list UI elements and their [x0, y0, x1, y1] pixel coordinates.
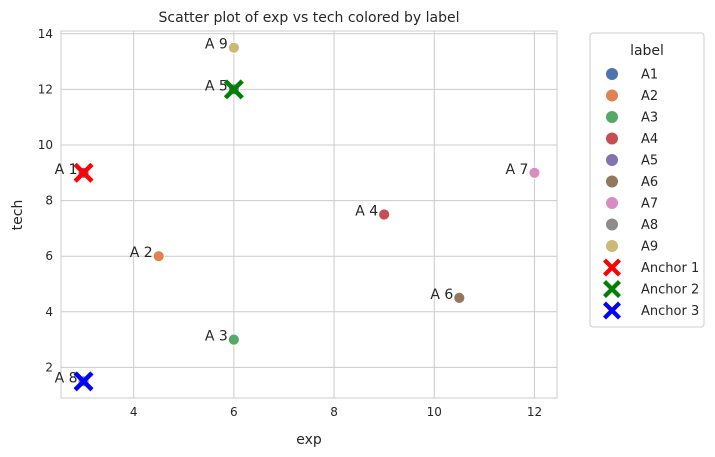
chart-title: Scatter plot of exp vs tech colored by l…	[159, 10, 460, 26]
legend-swatch	[606, 68, 618, 80]
legend-swatch	[606, 154, 618, 166]
legend-label: Anchor 3	[641, 304, 699, 319]
plot-background	[61, 31, 557, 398]
data-point	[227, 333, 240, 346]
legend-label: A2	[641, 89, 658, 104]
plot-area: 4 6 8 10 12 2 4 6 8 10 12 14 A 1 A 2 A 3 A 4 A 5 A 6 A 7 A …	[38, 27, 558, 419]
legend-label: A6	[641, 175, 658, 190]
legend-swatch	[606, 132, 618, 145]
legend-anchor-swatch	[603, 258, 621, 277]
point-label: A 4	[355, 204, 378, 220]
legend-label: A1	[641, 68, 658, 83]
plot-border	[60, 30, 558, 399]
point-label: A 5	[205, 78, 228, 94]
legend-swatch	[606, 218, 618, 231]
point-label: A 2	[130, 245, 153, 261]
y-tick-label: 8	[45, 194, 53, 208]
legend-label: A9	[641, 240, 658, 255]
legend-items: A1 A2 A3 A4 A5 A6 A7 A8 A9 Anchor 1 Anchor 2 Anchor…	[603, 68, 699, 320]
y-axis-title: tech	[10, 200, 26, 231]
point-label: A 8	[55, 370, 78, 386]
x-tick-label: 12	[527, 405, 542, 419]
legend-label: A4	[641, 132, 658, 147]
point-label: A 1	[55, 162, 78, 178]
x-tick-label: 6	[230, 405, 238, 419]
legend-label: A5	[641, 154, 658, 169]
legend-swatch	[606, 175, 618, 188]
legend-swatch	[606, 240, 618, 252]
y-tick-label: 12	[38, 82, 53, 96]
legend-swatch	[606, 111, 618, 123]
x-tick-label: 4	[130, 405, 138, 419]
legend: label A1 A2 A3 A4 A5 A6 A7 A8 A9 Anchor 1 Anchor 2…	[589, 32, 705, 328]
y-tick-label: 14	[38, 27, 53, 41]
legend-label: A8	[641, 218, 658, 233]
legend-label: Anchor 2	[641, 283, 699, 298]
legend-swatch	[606, 197, 618, 209]
point-label: A 7	[506, 162, 529, 178]
legend-anchor-swatch	[603, 301, 621, 320]
y-tick-label: 6	[45, 249, 53, 263]
data-point	[152, 250, 165, 263]
anchor-marker	[73, 162, 94, 183]
y-tick-label: 2	[45, 360, 53, 374]
y-tick-label: 4	[45, 305, 53, 319]
x-axis-title: exp	[296, 432, 322, 448]
data-point	[528, 166, 541, 179]
legend-title: label	[630, 43, 664, 59]
legend-label: A7	[641, 197, 658, 212]
data-point	[453, 292, 466, 304]
data-point	[227, 41, 240, 54]
legend-label: A3	[641, 111, 658, 126]
anchor-marker	[223, 79, 244, 100]
legend-label: Anchor 1	[641, 261, 699, 276]
legend-swatch	[606, 89, 618, 102]
x-tick-label: 8	[330, 405, 338, 419]
legend-box	[589, 32, 705, 328]
legend-anchor-swatch	[603, 280, 621, 298]
anchor-marker	[73, 371, 94, 392]
point-label: A 9	[205, 37, 228, 53]
point-label: A 3	[205, 329, 228, 345]
y-tick-label: 10	[38, 138, 53, 152]
point-label: A 6	[430, 287, 453, 303]
data-point	[378, 208, 391, 221]
x-tick-label: 10	[427, 405, 442, 419]
